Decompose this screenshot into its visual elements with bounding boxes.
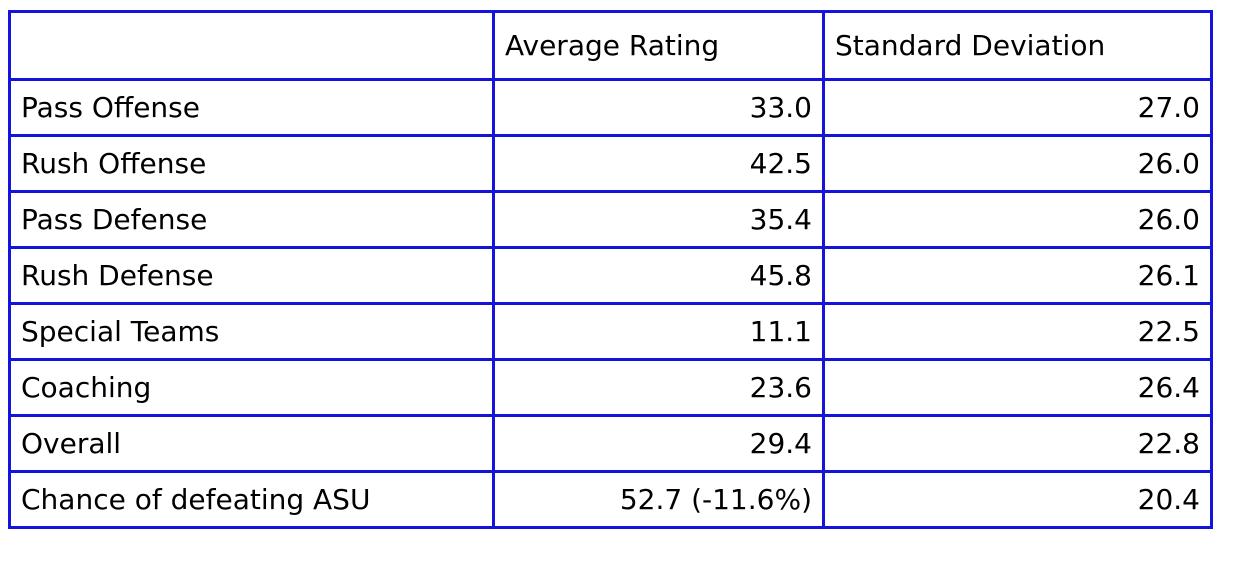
standard-deviation-value: 26.1 <box>822 246 1213 305</box>
table-row-special-teams: Special Teams 11.1 22.5 <box>8 302 1213 361</box>
team-ratings-table: Average Rating Standard Deviation Pass O… <box>8 10 1213 529</box>
table-row-rush-defense: Rush Defense 45.8 26.1 <box>8 246 1213 305</box>
row-label: Special Teams <box>8 302 495 361</box>
ratings-table-container: Average Rating Standard Deviation Pass O… <box>8 10 1213 529</box>
standard-deviation-value: 22.8 <box>822 414 1213 473</box>
standard-deviation-value: 20.4 <box>822 470 1213 529</box>
header-cell-empty <box>8 10 495 81</box>
table-row-pass-offense: Pass Offense 33.0 27.0 <box>8 78 1213 137</box>
row-label: Chance of defeating ASU <box>8 470 495 529</box>
standard-deviation-value: 26.0 <box>822 190 1213 249</box>
row-label: Coaching <box>8 358 495 417</box>
table-row-rush-offense: Rush Offense 42.5 26.0 <box>8 134 1213 193</box>
average-rating-value: 42.5 <box>492 134 825 193</box>
average-rating-value: 23.6 <box>492 358 825 417</box>
row-label: Overall <box>8 414 495 473</box>
table-row-overall: Overall 29.4 22.8 <box>8 414 1213 473</box>
header-cell-average-rating: Average Rating <box>492 10 825 81</box>
standard-deviation-value: 27.0 <box>822 78 1213 137</box>
table-row-coaching: Coaching 23.6 26.4 <box>8 358 1213 417</box>
row-label: Rush Offense <box>8 134 495 193</box>
table-row-chance-of-defeating-asu: Chance of defeating ASU 52.7 (-11.6%) 20… <box>8 470 1213 529</box>
standard-deviation-value: 26.0 <box>822 134 1213 193</box>
standard-deviation-value: 22.5 <box>822 302 1213 361</box>
average-rating-value: 52.7 (-11.6%) <box>492 470 825 529</box>
standard-deviation-value: 26.4 <box>822 358 1213 417</box>
average-rating-value: 45.8 <box>492 246 825 305</box>
average-rating-value: 29.4 <box>492 414 825 473</box>
average-rating-value: 33.0 <box>492 78 825 137</box>
average-rating-value: 11.1 <box>492 302 825 361</box>
average-rating-value: 35.4 <box>492 190 825 249</box>
header-row: Average Rating Standard Deviation <box>8 10 1213 81</box>
row-label: Pass Defense <box>8 190 495 249</box>
row-label: Rush Defense <box>8 246 495 305</box>
header-cell-standard-deviation: Standard Deviation <box>822 10 1213 81</box>
row-label: Pass Offense <box>8 78 495 137</box>
table-row-pass-defense: Pass Defense 35.4 26.0 <box>8 190 1213 249</box>
